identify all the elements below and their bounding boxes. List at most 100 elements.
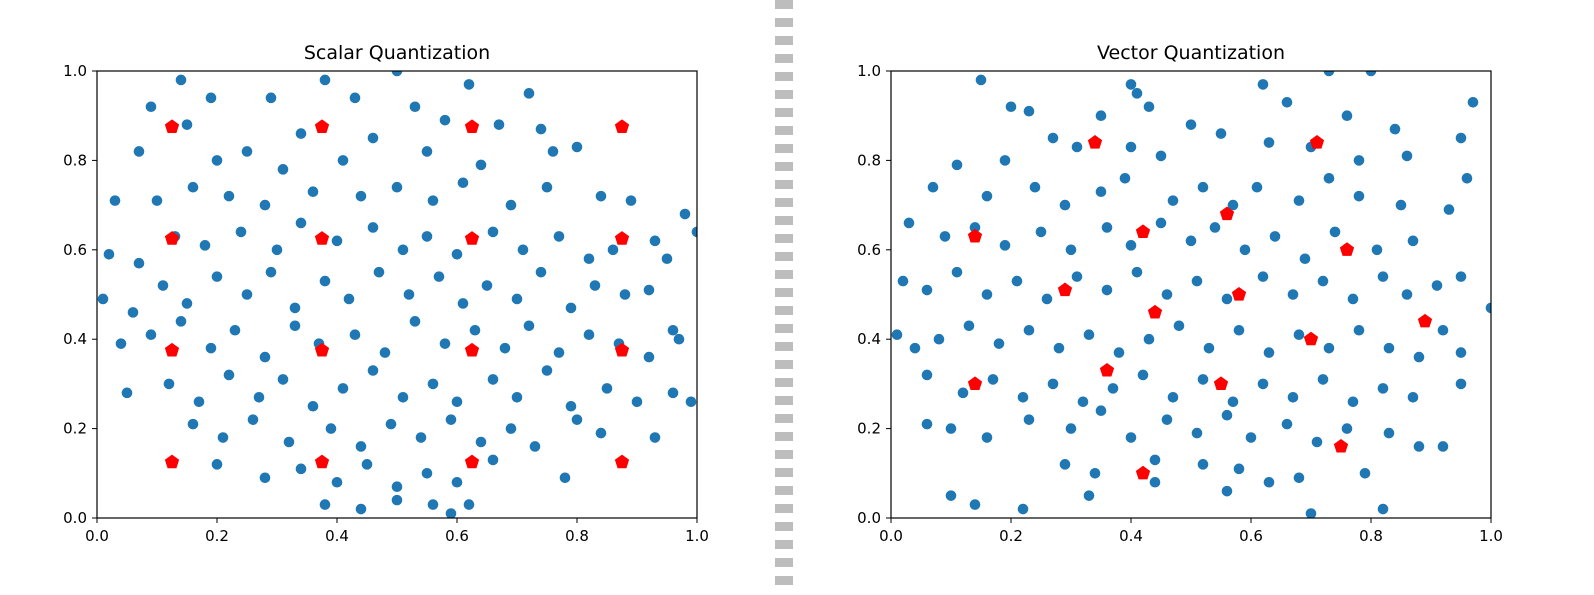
data-point [367, 222, 379, 233]
data-point [337, 383, 349, 394]
data-point [1041, 293, 1053, 305]
data-point [1323, 342, 1335, 354]
x-tick-label: 0.2 [999, 527, 1023, 545]
x-tick-label: 0.0 [879, 527, 903, 545]
x-tick-label: 1.0 [1479, 527, 1503, 545]
data-point [1287, 289, 1299, 300]
data-point [1485, 302, 1491, 314]
data-point [151, 195, 163, 206]
data-point [963, 320, 975, 332]
data-point [1245, 432, 1257, 443]
data-point [295, 463, 307, 475]
data-point [1467, 96, 1479, 108]
data-point [259, 199, 271, 211]
data-point [535, 123, 547, 135]
data-point [1227, 199, 1239, 211]
chart-vector: Vector Quantization 0.0 0.2 0.4 0.6 0.8 1.0 0.0… [857, 42, 1503, 545]
data-point [1209, 222, 1221, 233]
data-point [1095, 405, 1107, 417]
data-point [211, 155, 223, 166]
data-point [1125, 432, 1137, 443]
data-point [403, 289, 415, 300]
centroid-marker [314, 342, 330, 357]
data-point [1191, 275, 1203, 287]
data-point [1305, 508, 1317, 518]
data-point [535, 266, 547, 278]
data-point [427, 378, 439, 390]
data-point [307, 400, 319, 412]
centroid-marker [464, 454, 480, 469]
data-point [445, 414, 457, 425]
x-tick-label: 0.6 [445, 527, 469, 545]
data-point [1185, 119, 1197, 130]
data-point [283, 436, 295, 448]
data-point [265, 266, 277, 278]
data-point [475, 159, 487, 171]
data-point [133, 257, 145, 269]
data-point [565, 400, 577, 412]
data-point [1281, 418, 1293, 430]
data-point [463, 79, 475, 90]
data-point [909, 342, 921, 354]
data-point [1347, 396, 1359, 408]
data-point [1197, 374, 1209, 385]
y-tick-label: 0.4 [857, 330, 881, 348]
data-point [1047, 132, 1059, 144]
data-point [181, 119, 193, 130]
x-tick-label: 0.6 [1239, 527, 1263, 545]
data-point [409, 316, 421, 327]
data-point [1089, 468, 1101, 479]
data-point [103, 248, 115, 260]
data-point [975, 74, 987, 86]
y-tick-label: 0.8 [63, 151, 87, 169]
data-point [1353, 155, 1365, 166]
data-point [187, 418, 199, 430]
data-point [265, 92, 277, 104]
data-point [469, 324, 481, 336]
data-point [1023, 324, 1035, 336]
data-point [529, 441, 541, 452]
data-point [493, 119, 505, 130]
data-point [391, 181, 403, 193]
data-point [175, 316, 187, 327]
y-tick-label: 0.6 [63, 241, 87, 259]
data-point [235, 226, 247, 238]
data-point [355, 441, 367, 452]
data-point [451, 396, 463, 408]
data-point [999, 240, 1011, 251]
data-point [217, 432, 229, 443]
data-point [457, 298, 469, 309]
data-point [1113, 347, 1125, 358]
data-point [541, 365, 553, 376]
data-point [1263, 347, 1275, 358]
data-point [133, 146, 145, 157]
data-point [415, 432, 427, 443]
centroid-marker [164, 454, 180, 469]
data-point [1005, 101, 1017, 113]
data-point [367, 365, 379, 376]
data-point [1329, 226, 1341, 238]
data-point [1023, 105, 1035, 117]
data-point [511, 392, 523, 403]
data-point [223, 190, 235, 202]
data-point [421, 231, 433, 242]
data-point [1095, 110, 1107, 121]
data-point [385, 418, 397, 430]
data-point [1023, 414, 1035, 425]
data-point [1443, 204, 1455, 215]
data-point [1455, 271, 1467, 282]
data-point [951, 266, 963, 278]
centroid-marker [1231, 287, 1247, 301]
data-point [1407, 235, 1419, 247]
data-point [1233, 324, 1245, 336]
data-point [1353, 324, 1365, 336]
data-point [1185, 235, 1197, 247]
data-point [969, 499, 981, 510]
data-point [897, 275, 909, 287]
data-point [1437, 324, 1449, 336]
data-point [523, 320, 535, 332]
y-tick-label: 0.2 [857, 420, 881, 438]
data-point [571, 414, 583, 425]
data-point [1371, 244, 1383, 256]
data-point [691, 226, 697, 238]
